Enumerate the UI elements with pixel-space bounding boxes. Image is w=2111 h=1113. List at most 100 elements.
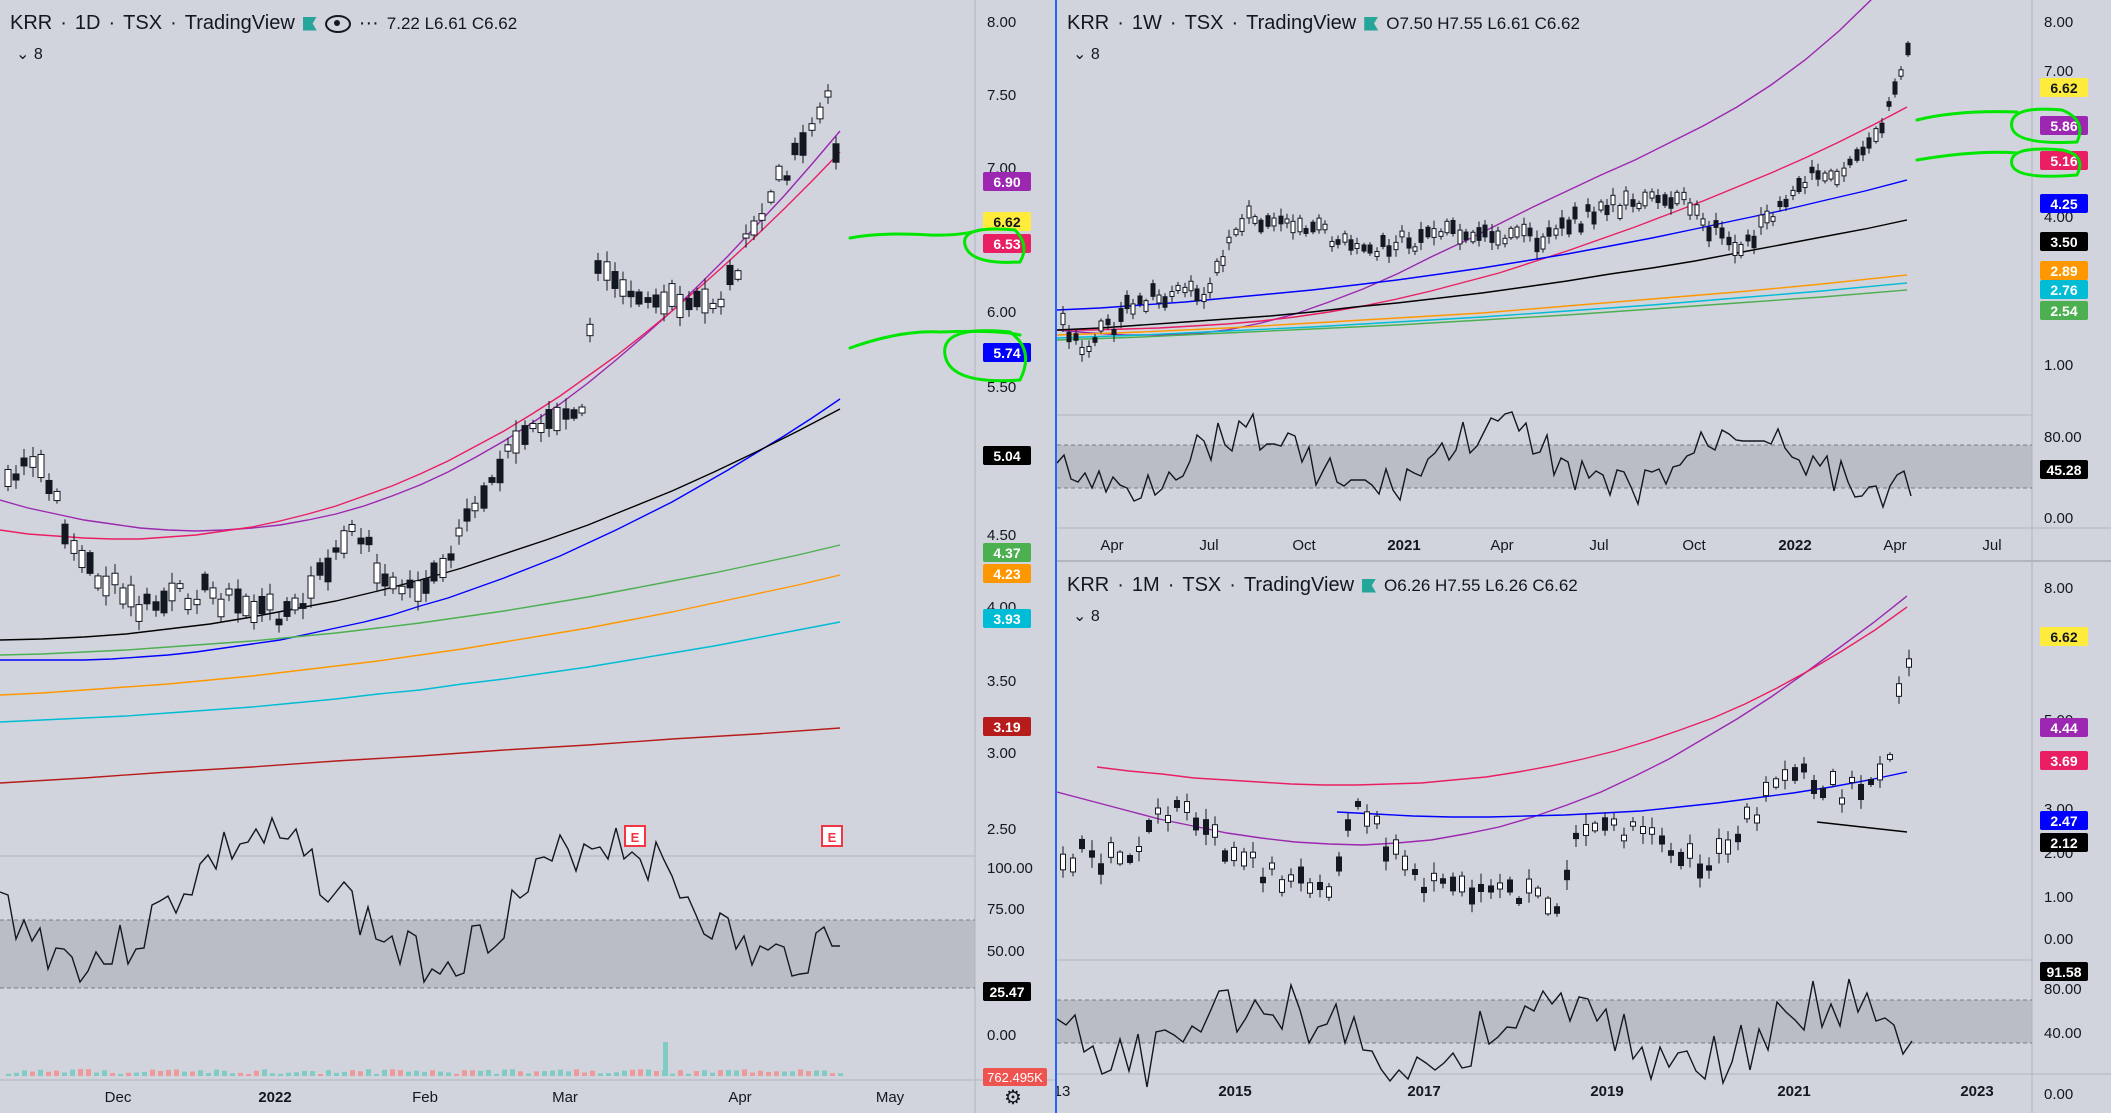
candle-body — [1478, 883, 1484, 893]
candle-body — [1260, 876, 1266, 884]
candle-body — [1079, 346, 1085, 356]
candle-body — [307, 575, 315, 599]
volume-bar — [663, 1042, 668, 1076]
daily-chart-canvas[interactable]: 8.007.507.006.506.005.504.504.003.503.00… — [0, 0, 1055, 1113]
candle-body — [332, 547, 340, 553]
volume-bar — [758, 1070, 763, 1076]
candle-body — [1469, 887, 1475, 905]
candle-body — [152, 601, 160, 611]
candle-body — [1393, 241, 1399, 251]
more-icon[interactable]: ··· — [358, 12, 379, 34]
weekly-chart-canvas[interactable]: 8.00 7.00 4.00 1.00 80.00 0.00 Apr Jul Oct 2021 Ap… — [1057, 0, 2111, 560]
candle-body — [1655, 194, 1661, 204]
flag-icon[interactable] — [302, 16, 317, 31]
candle-body — [1687, 843, 1693, 859]
osc-band — [0, 920, 975, 988]
interval-label[interactable]: 1W — [1131, 12, 1162, 34]
daily-study-toggle[interactable]: ⌄ 8 — [16, 46, 43, 63]
candle-body — [1873, 128, 1879, 142]
volume-bar — [366, 1069, 371, 1076]
candle-body — [1207, 283, 1213, 293]
osc-tick-label: 0.00 — [2044, 510, 2073, 527]
eye-icon[interactable] — [324, 14, 351, 33]
candle-body — [1905, 42, 1911, 56]
volume-bar — [422, 1071, 427, 1076]
osc-value-text: 25.47 — [989, 984, 1024, 1000]
candle-body — [1226, 236, 1232, 244]
daily-chart-pane[interactable]: 8.007.507.006.506.005.504.504.003.503.00… — [0, 0, 1057, 1113]
monthly-study-toggle[interactable]: ⌄ 8 — [1073, 608, 1100, 625]
candle-body — [1866, 137, 1872, 149]
candle-body — [1118, 308, 1124, 322]
candle-body — [406, 579, 414, 589]
price-label-badge — [983, 172, 1031, 191]
candle-body — [1162, 296, 1168, 308]
monthly-chart-pane[interactable]: 8.007.005.004.003.002.001.000.0080.0040.… — [1057, 562, 2111, 1113]
candle-body — [717, 298, 725, 308]
candle-body — [644, 297, 652, 303]
candle-body — [1668, 197, 1674, 209]
volume-bar — [46, 1071, 51, 1076]
candle-body — [1489, 231, 1495, 243]
volume-bar — [326, 1070, 331, 1076]
candle-body — [1383, 846, 1389, 862]
candle-body — [1222, 850, 1228, 862]
candle-body — [1713, 220, 1719, 228]
candle-body — [1678, 851, 1684, 867]
price-label-badge — [983, 564, 1031, 583]
candle-body — [422, 578, 430, 594]
price-label-badge — [2040, 751, 2088, 770]
candle-body — [1725, 839, 1731, 855]
candle-body — [455, 527, 463, 537]
osc-value-badge — [2040, 962, 2088, 981]
candle-body — [1822, 172, 1828, 182]
candle-body — [504, 444, 512, 452]
candle-body — [1892, 81, 1898, 95]
candle-body — [1592, 822, 1598, 832]
hand-drawn-annotation — [2010, 147, 2082, 178]
volume-bar — [782, 1071, 787, 1076]
moving-average-line — [1057, 274, 1908, 336]
price-label-text: 2.12 — [2050, 835, 2077, 851]
symbol-label: KRR — [1067, 574, 1110, 596]
candle-body — [176, 583, 184, 589]
panel-divider[interactable] — [1057, 560, 2111, 562]
interval-label[interactable]: 1D — [74, 12, 101, 34]
oscillator-line — [1057, 978, 1913, 1088]
price-label-text: 4.44 — [2050, 720, 2077, 736]
candle-body — [1896, 683, 1902, 697]
volume-bar — [630, 1069, 635, 1076]
weekly-chart-pane[interactable]: 8.00 7.00 4.00 1.00 80.00 0.00 Apr Jul Oct 2021 Ap… — [1057, 0, 2111, 560]
price-label-badge — [2040, 301, 2088, 320]
moving-average-line — [1816, 821, 1908, 833]
volume-bar — [94, 1072, 99, 1076]
candle-body — [1591, 211, 1597, 225]
candle-body — [1636, 202, 1642, 210]
price-label-badge — [2040, 261, 2088, 280]
candle-body — [1585, 204, 1591, 212]
candle-body — [1399, 230, 1405, 238]
volume-bar — [270, 1073, 275, 1076]
volume-bar — [350, 1070, 355, 1076]
candle-body — [1374, 251, 1380, 257]
candle-body — [1482, 224, 1488, 238]
flag-icon[interactable] — [1362, 578, 1377, 593]
candle-body — [1214, 260, 1220, 274]
time-tick-label: 13 — [1057, 1083, 1070, 1100]
volume-bar — [558, 1069, 563, 1076]
candle-body — [1604, 204, 1610, 216]
candle-body — [86, 552, 94, 574]
interval-label[interactable]: 1M — [1131, 574, 1160, 596]
weekly-study-toggle[interactable]: ⌄ 8 — [1073, 46, 1100, 63]
candle-body — [1279, 879, 1285, 893]
candle-body — [652, 294, 660, 308]
candle-body — [1450, 219, 1456, 235]
candle-body — [480, 485, 488, 509]
monthly-chart-canvas[interactable]: 8.007.005.004.003.002.001.000.0080.0040.… — [1057, 562, 2111, 1113]
candle-body — [1188, 280, 1194, 292]
candle-body — [1169, 291, 1175, 297]
candle-body — [1694, 204, 1700, 216]
price-label-badge — [983, 717, 1031, 736]
candle-body — [1194, 288, 1200, 302]
flag-icon[interactable] — [1364, 16, 1379, 31]
